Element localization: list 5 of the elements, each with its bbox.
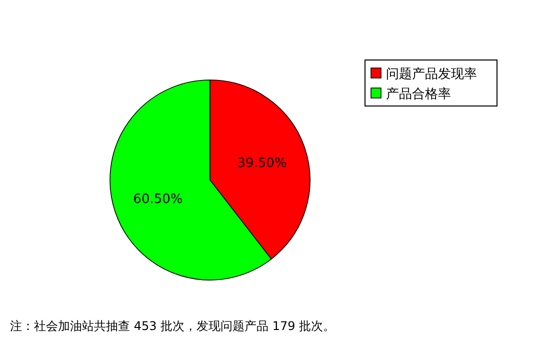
data-label: 60.50% [133,192,183,207]
legend-label: 产品合格率 [386,86,451,102]
text: 注：社会加油站共抽查 453 批次，发现问题产品 179 批次。 [10,319,336,333]
legend-label: 问题产品发现率 [386,66,477,82]
data-label: 39.50% [237,156,287,172]
